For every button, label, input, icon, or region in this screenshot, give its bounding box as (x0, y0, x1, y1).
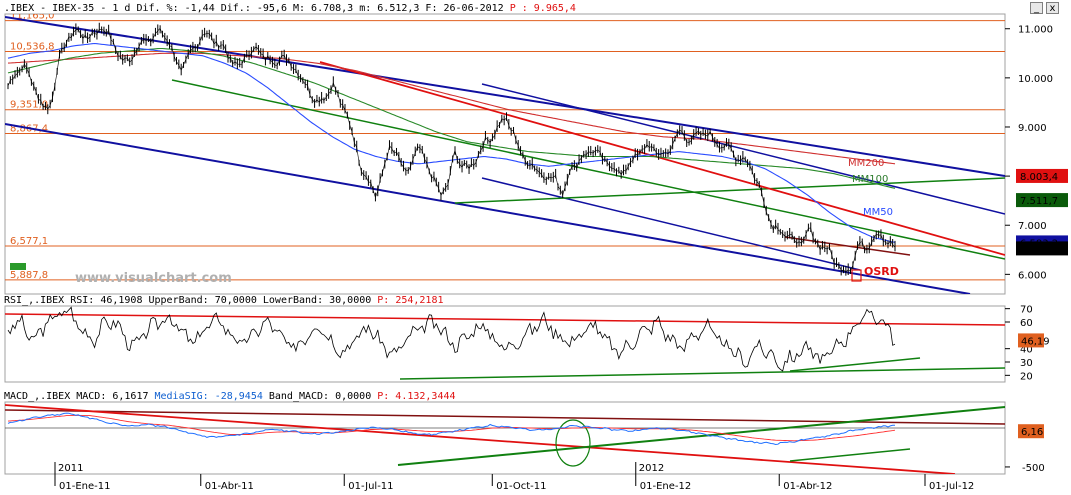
main-header-p: P : 9.965,4 (510, 3, 576, 14)
price-badge-label: 7.511,7 (1020, 196, 1058, 207)
watermark: www.visualchart.com (75, 271, 232, 286)
price-tick-label: 11.000 (1018, 25, 1053, 36)
rsi-badge (1018, 333, 1044, 348)
mm200-line (7, 52, 896, 165)
level-label: 11,165,0 (10, 11, 55, 22)
macd-header-signal: MediaSIG: -28,9454 (155, 391, 263, 402)
rsi-tick-label: 70 (1020, 305, 1033, 316)
price-tick-label: 10.000 (1018, 74, 1053, 85)
main-header: .IBEX - IBEX-35 - 1 d Dif. %: -1,44 Dif.… (4, 3, 576, 14)
x-tick-label: 01-Jul-11 (348, 481, 393, 492)
last-bar-marker (10, 263, 26, 270)
year-label: 2012 (639, 463, 664, 474)
rsi-green-short (789, 357, 921, 372)
price-tick-label: 7.000 (1018, 221, 1047, 232)
rsi-line (7, 306, 896, 372)
macd-badge (1018, 424, 1044, 439)
rsi-panel (4, 305, 1006, 383)
x-tick-label: 01-Oct-11 (496, 481, 546, 492)
x-tick-label: 01-Ene-11 (59, 481, 110, 492)
price-badge (1016, 193, 1068, 208)
rsi-tick-label: 30 (1020, 358, 1033, 369)
level-label: 6,577,1 (10, 236, 48, 247)
osrd-marker (851, 269, 862, 282)
macd-green-short (789, 448, 911, 462)
mm200-label: MM200 (848, 158, 884, 169)
macd-line (7, 412, 896, 446)
rsi-badge-label: 46,19 (1021, 336, 1050, 347)
mm100-label: MM100 (852, 174, 888, 185)
price-tick-label: 9.000 (1018, 123, 1047, 134)
rsi-header-text: RSI_,.IBEX RSI: 46,1908 UpperBand: 70,00… (4, 295, 371, 306)
macd-header-p: P: 4.132,3444 (377, 391, 455, 402)
close-button[interactable]: x (1046, 2, 1059, 14)
price-badge-label: 8.003,4 (1020, 172, 1058, 183)
macd-tick-label: -500 (1022, 463, 1045, 474)
price-badge-label: 6.528,4 (1020, 244, 1058, 255)
trend-red-descending (319, 61, 1005, 256)
channel-mid-blue (481, 83, 1005, 215)
macd-cross-ellipse (555, 419, 591, 467)
rsi-green-trend (399, 367, 1005, 380)
price-badge (1016, 168, 1068, 183)
year-label: 2011 (58, 463, 83, 474)
rsi-tick-label: 60 (1020, 318, 1033, 329)
rsi-red-trend (5, 313, 1005, 326)
trend-darkred-short (784, 236, 911, 256)
price-close-line (7, 27, 896, 272)
x-tick-label: 01-Abr-12 (783, 481, 832, 492)
x-tick-label: 01-Jul-12 (929, 481, 974, 492)
channel-inner-blue (481, 177, 861, 271)
rsi-header-p: P: 254,2181 (377, 295, 443, 306)
price-badge (1016, 241, 1068, 256)
price-tick-label: 6.000 (1018, 270, 1047, 281)
macd-header: MACD_,.IBEX MACD: 6,1617 MediaSIG: -28,94… (4, 391, 456, 402)
macd-header-band: Band_MACD: 0,0000 (269, 391, 371, 402)
minimize-button[interactable]: _ (1030, 2, 1043, 14)
macd-header-macd: MACD_,.IBEX MACD: 6,1617 (4, 391, 149, 402)
rsi-header: RSI_,.IBEX RSI: 46,1908 UpperBand: 70,00… (4, 295, 444, 306)
level-label: 5,887,8 (10, 270, 48, 281)
rsi-tick-label: 40 (1020, 345, 1033, 356)
macd-green-trend (397, 406, 1005, 466)
trend-green-ascending (454, 177, 1005, 204)
main-header-text: .IBEX - IBEX-35 - 1 d Dif. %: -1,44 Dif.… (4, 3, 504, 14)
macd-badge-label: 6,16 (1021, 427, 1043, 438)
rsi-tick-label: 20 (1020, 371, 1033, 382)
osrd-label: OSRD (864, 265, 899, 278)
channel-lower-blue (5, 123, 971, 294)
x-tick-label: 01-Abr-11 (205, 481, 254, 492)
channel-upper-blue (5, 16, 1005, 177)
x-tick-label: 01-Ene-12 (640, 481, 691, 492)
level-label: 9,351,0 (10, 100, 48, 111)
trend-green-descending (171, 79, 1005, 260)
macd-red-trend (5, 404, 956, 474)
macd-darkred-trend (5, 409, 1005, 425)
level-label: 10,536,8 (10, 41, 55, 52)
mm50-label: MM50 (863, 207, 893, 218)
